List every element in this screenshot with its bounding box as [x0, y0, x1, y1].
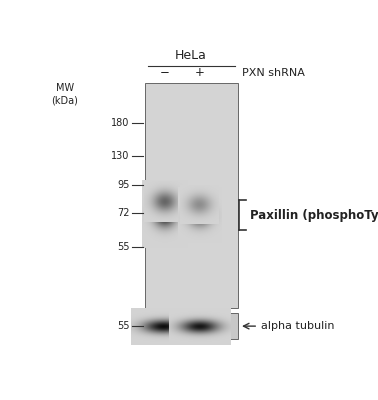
- Text: MW
(kDa): MW (kDa): [51, 84, 78, 105]
- Text: +: +: [195, 66, 204, 79]
- Text: 95: 95: [117, 180, 129, 190]
- Text: 55: 55: [117, 321, 129, 331]
- Text: Paxillin (phosphoTyr31): Paxillin (phosphoTyr31): [250, 208, 378, 222]
- Bar: [146, 84, 238, 308]
- Text: −: −: [160, 66, 169, 79]
- Text: alpha tubulin: alpha tubulin: [261, 321, 335, 331]
- Text: HeLa: HeLa: [175, 49, 207, 62]
- Text: PXN shRNA: PXN shRNA: [242, 68, 305, 78]
- Bar: [146, 313, 238, 339]
- Text: 72: 72: [117, 208, 129, 218]
- Text: 130: 130: [111, 152, 129, 162]
- Text: 55: 55: [117, 242, 129, 252]
- Text: 180: 180: [111, 118, 129, 128]
